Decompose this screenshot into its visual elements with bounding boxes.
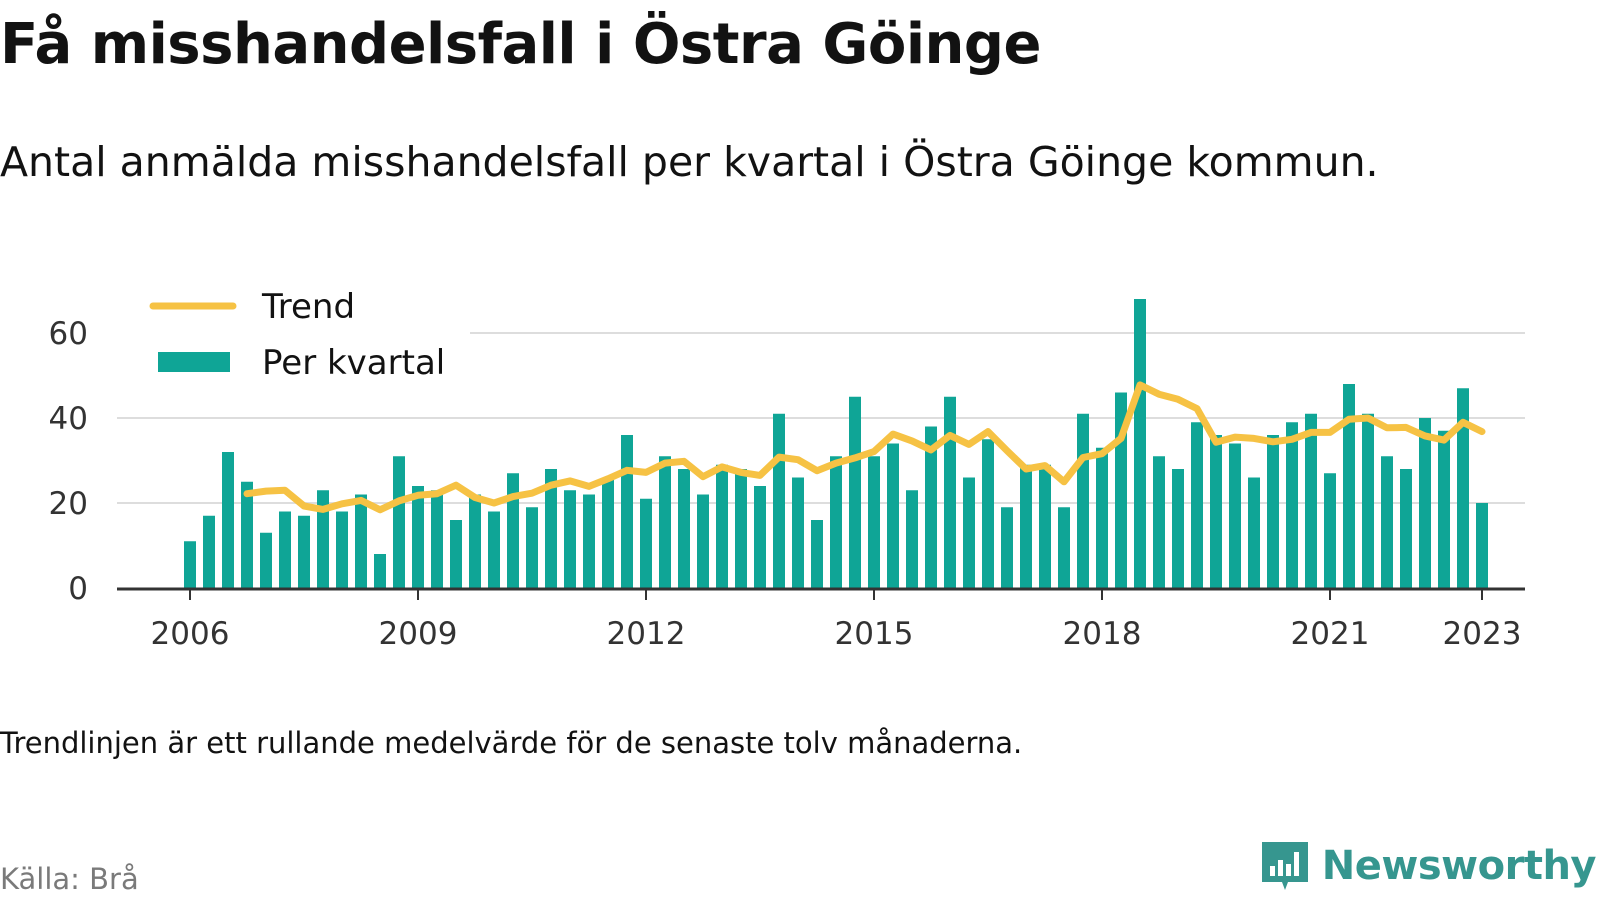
bar-2010-Q4 bbox=[545, 469, 557, 588]
trend-line bbox=[243, 381, 1486, 514]
bar-2010-Q1 bbox=[488, 511, 500, 588]
bar-2011-Q2 bbox=[583, 494, 595, 588]
bar-2008-Q1 bbox=[336, 511, 348, 588]
bar-2023-Q1 bbox=[1476, 503, 1488, 588]
bar-2009-Q1 bbox=[412, 486, 424, 588]
bar-2008-Q3 bbox=[374, 554, 386, 588]
bar-2009-Q2 bbox=[431, 490, 443, 588]
bar-2012-Q4 bbox=[697, 494, 709, 588]
y-tick-label-0: 0 bbox=[68, 571, 88, 607]
bar-2020-Q4 bbox=[1305, 413, 1317, 588]
bar-2015-Q4 bbox=[925, 426, 937, 588]
y-tick-label-60: 60 bbox=[49, 316, 88, 352]
bar-2007-Q2 bbox=[279, 511, 291, 588]
legend-bar-swatch bbox=[158, 352, 230, 372]
bar-2015-Q3 bbox=[906, 490, 918, 588]
bar-2017-Q2 bbox=[1039, 464, 1051, 588]
bar-2015-Q2 bbox=[887, 443, 899, 588]
x-tick-label-2018: 2018 bbox=[1063, 616, 1142, 652]
bar-2018-Q3 bbox=[1134, 299, 1146, 588]
x-tick-label-2012: 2012 bbox=[607, 616, 686, 652]
chart-title: Få misshandelsfall i Östra Göinge bbox=[0, 12, 1042, 77]
footnote: Trendlinjen är ett rullande medelvärde f… bbox=[0, 726, 1023, 760]
bar-2019-Q2 bbox=[1191, 422, 1203, 588]
chart-subtitle: Antal anmälda misshandelsfall per kvarta… bbox=[0, 138, 1379, 186]
bar-2008-Q2 bbox=[355, 494, 367, 588]
newsworthy-bar-chart-icon bbox=[1261, 842, 1308, 890]
x-tick-label-2023: 2023 bbox=[1443, 616, 1522, 652]
legend-background bbox=[110, 276, 470, 394]
y-tick-label-40: 40 bbox=[49, 401, 88, 437]
bar-2006-Q4 bbox=[241, 481, 253, 588]
bar-2022-Q1 bbox=[1400, 469, 1412, 588]
bar-2012-Q3 bbox=[678, 469, 690, 588]
bar-2015-Q1 bbox=[868, 456, 880, 588]
bar-2021-Q2 bbox=[1343, 384, 1355, 588]
bar-2019-Q4 bbox=[1229, 443, 1241, 588]
bar-2006-Q1 bbox=[184, 541, 196, 588]
bar-2021-Q1 bbox=[1324, 473, 1336, 588]
quarterly-assault-chart: 0 20 40 60 2006 2009 2012 2015 2018 2021 2023 Tre… bbox=[49, 276, 1525, 652]
source-credit: Källa: Brå bbox=[0, 862, 139, 896]
x-tick-label-2021: 2021 bbox=[1291, 616, 1370, 652]
bar-2017-Q1 bbox=[1020, 464, 1032, 588]
x-tick-label-2015: 2015 bbox=[835, 616, 914, 652]
legend-bar-label: Per kvartal bbox=[262, 343, 445, 383]
bar-2022-Q4 bbox=[1457, 388, 1469, 588]
legend: Trend Per kvartal bbox=[110, 276, 470, 394]
bar-2007-Q4 bbox=[317, 490, 329, 588]
bar-2014-Q3 bbox=[830, 456, 842, 588]
bar-2022-Q2 bbox=[1419, 418, 1431, 588]
bar-2018-Q1 bbox=[1096, 447, 1108, 588]
bar-2011-Q1 bbox=[564, 490, 576, 588]
y-tick-label-20: 20 bbox=[49, 486, 88, 522]
bar-2009-Q3 bbox=[450, 520, 462, 588]
bar-2013-Q4 bbox=[773, 413, 785, 588]
bar-2016-Q3 bbox=[982, 439, 994, 588]
bar-2017-Q3 bbox=[1058, 507, 1070, 588]
bar-2011-Q4 bbox=[621, 435, 633, 588]
brand-name: Newsworthy bbox=[1321, 843, 1597, 889]
bar-2006-Q3 bbox=[222, 452, 234, 588]
bar-2022-Q3 bbox=[1438, 430, 1450, 588]
bar-2017-Q4 bbox=[1077, 413, 1089, 588]
bar-2012-Q2 bbox=[659, 456, 671, 588]
bar-2010-Q2 bbox=[507, 473, 519, 588]
bar-2010-Q3 bbox=[526, 507, 538, 588]
legend-trend-label: Trend bbox=[261, 287, 355, 327]
bar-2018-Q4 bbox=[1153, 456, 1165, 588]
bar-2021-Q3 bbox=[1362, 413, 1374, 588]
bar-2021-Q4 bbox=[1381, 456, 1393, 588]
x-tick-label-2009: 2009 bbox=[379, 616, 458, 652]
bar-2014-Q1 bbox=[792, 477, 804, 588]
bar-2016-Q1 bbox=[944, 396, 956, 588]
bar-2013-Q2 bbox=[735, 469, 747, 588]
bar-2019-Q1 bbox=[1172, 469, 1184, 588]
bar-2007-Q3 bbox=[298, 515, 310, 588]
x-axis-ticks: 2006 2009 2012 2015 2018 2021 2023 bbox=[151, 589, 1522, 652]
bar-2008-Q4 bbox=[393, 456, 405, 588]
bar-2011-Q3 bbox=[602, 477, 614, 588]
bar-2020-Q2 bbox=[1267, 435, 1279, 588]
bar-2006-Q2 bbox=[203, 515, 215, 588]
x-tick-label-2006: 2006 bbox=[151, 616, 230, 652]
bar-series bbox=[184, 299, 1488, 588]
bar-2020-Q1 bbox=[1248, 477, 1260, 588]
bar-2019-Q3 bbox=[1210, 435, 1222, 588]
bar-2014-Q4 bbox=[849, 396, 861, 588]
bar-2009-Q4 bbox=[469, 494, 481, 588]
bar-2016-Q4 bbox=[1001, 507, 1013, 588]
y-axis-tick-labels: 0 20 40 60 bbox=[49, 316, 88, 607]
bar-2007-Q1 bbox=[260, 532, 272, 588]
brand-logo[interactable]: Newsworthy bbox=[1260, 840, 1597, 892]
bar-2013-Q3 bbox=[754, 486, 766, 588]
bar-2014-Q2 bbox=[811, 520, 823, 588]
bar-2020-Q3 bbox=[1286, 422, 1298, 588]
bar-2013-Q1 bbox=[716, 464, 728, 588]
bar-2016-Q2 bbox=[963, 477, 975, 588]
bar-2012-Q1 bbox=[640, 498, 652, 588]
